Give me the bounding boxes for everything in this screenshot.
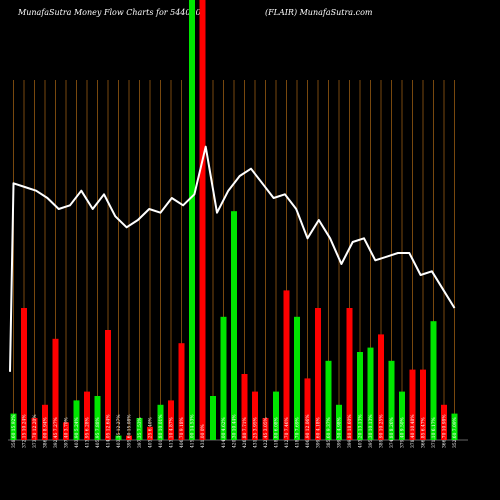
- tick-label: 401.80 10.01%: [159, 414, 164, 448]
- price-line: [9, 145, 456, 372]
- tick-label: 414.05 12.64%: [107, 414, 112, 448]
- bar: [31, 418, 38, 440]
- bar: [388, 360, 395, 440]
- tick-label: 358.60 15.92%: [12, 414, 17, 448]
- bar: [336, 404, 342, 440]
- bar: [42, 404, 48, 440]
- tick-label: 413.95 6.28%: [86, 417, 91, 448]
- tick-label: 392.45 7.27%: [54, 417, 59, 448]
- tick-label: 352.60 7.09%: [453, 417, 458, 448]
- bar: [451, 413, 458, 440]
- bar: [189, 0, 195, 440]
- bar: [178, 343, 185, 440]
- bar: [430, 321, 437, 440]
- tick-label: 403.25 6.40%: [149, 417, 154, 448]
- bar: [409, 369, 416, 440]
- bar: [115, 435, 122, 440]
- tick-label: 406.70 9.18%: [180, 417, 185, 448]
- bar: [21, 308, 27, 440]
- bar: [241, 374, 248, 440]
- tick-label: 403.90 5.24%: [75, 417, 80, 448]
- tick-label: 373.70 12.20%: [33, 414, 38, 448]
- bar: [63, 422, 69, 440]
- bar: [367, 347, 374, 440]
- bar: [136, 418, 143, 440]
- bar: [210, 396, 216, 440]
- tick-label: 405.95 7.88%: [96, 417, 101, 448]
- bar: [84, 391, 90, 440]
- tick-label: 406.90 12.06%: [306, 414, 311, 448]
- tick-label: 412.70 7.46%: [285, 417, 290, 448]
- tick-label: 415.00 14.53%: [191, 414, 196, 448]
- tick-label: 420.30 10.44%: [233, 414, 238, 448]
- bar: [357, 352, 363, 440]
- tick-label: 389.90 10.25%: [380, 414, 385, 448]
- bar: [126, 435, 132, 440]
- bar: [399, 391, 405, 440]
- tick-label: 403.15 12.27%: [117, 414, 122, 448]
- bar: [220, 316, 227, 440]
- bar: [378, 334, 384, 440]
- tick-label: 378.40 10.48%: [411, 414, 416, 448]
- bar: [283, 290, 290, 440]
- tick-label: 397.40 3.70%: [65, 417, 70, 448]
- chart-subtitle: (FLAIR) MunafaSutra.com: [265, 8, 373, 17]
- tick-label: 399.80 18.60%: [348, 414, 353, 448]
- tick-label: 371.10 6.17%: [432, 417, 437, 448]
- tick-label: 379.40 9.50%: [401, 417, 406, 448]
- tick-label: 395.60 15.08%: [128, 414, 133, 448]
- bar: [94, 396, 101, 440]
- tick-label: 431.25 3.95%: [254, 417, 259, 448]
- price-line-group: [9, 145, 456, 372]
- chart-title: MunafaSutra Money Flow Charts for 544030: [18, 8, 201, 17]
- bar: [346, 308, 353, 440]
- tick-label: 366.70 10.98%: [443, 414, 448, 448]
- bar: [231, 211, 237, 440]
- tick-label: 418.80 6.08%: [275, 417, 280, 448]
- bar: [252, 391, 258, 440]
- tick-label: 386.00 8.94%: [44, 417, 49, 448]
- tick-label: 397.35 7.53%: [138, 417, 143, 448]
- tick-label: 422.45 3.05%: [264, 417, 269, 448]
- bar: [157, 404, 164, 440]
- tick-label: 399.60 4.18%: [317, 417, 322, 448]
- bar: [10, 413, 17, 440]
- tick-labels: 358.60 15.92% 372.15 10.24% 373.70 12.20% 3…: [12, 414, 458, 448]
- bar: [441, 404, 447, 440]
- tick-label: 372.15 10.24%: [23, 414, 28, 448]
- grid-lines: [13, 80, 455, 440]
- tick-label: 431.00 0%: [201, 424, 206, 448]
- bar: [325, 360, 332, 440]
- tick-label: 413.10 4.87%: [170, 417, 175, 448]
- tick-label: 418.70 7.69%: [296, 417, 301, 448]
- tick-label: 374.80 8.26%: [390, 417, 395, 448]
- bar: [73, 400, 80, 440]
- tick-label: 403.20 13.13%: [359, 414, 364, 448]
- bar: [147, 426, 153, 440]
- bar: [315, 308, 321, 440]
- tick-label: 426.80 7.71%: [243, 417, 248, 448]
- bars: [10, 0, 458, 440]
- tick-label: 366.85 6.47%: [422, 417, 427, 448]
- tick-label: 385.60 9.37%: [327, 417, 332, 448]
- bar: [199, 0, 206, 440]
- tick-label: 395.30 10.13%: [369, 414, 374, 448]
- bar: [262, 418, 269, 440]
- tick-label: 399.50 4.98%: [338, 417, 343, 448]
- bar: [105, 330, 111, 440]
- bar: [273, 391, 279, 440]
- bar: [304, 378, 311, 440]
- bar: [52, 338, 59, 440]
- bar: [294, 316, 300, 440]
- bar: [168, 400, 174, 440]
- tick-label: 414.00 4.62%: [222, 417, 227, 448]
- bar: [420, 369, 426, 440]
